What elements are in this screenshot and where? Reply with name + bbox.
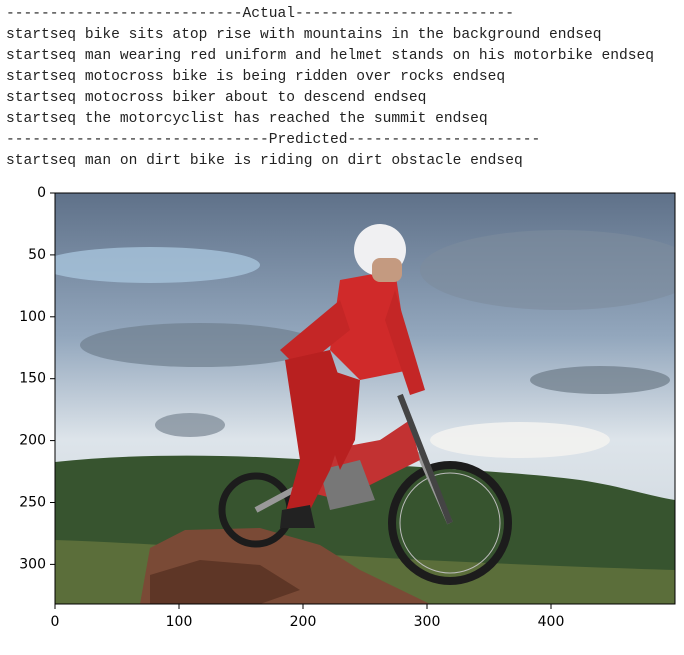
y-tick-label: 0 (37, 185, 46, 201)
y-tick-label: 250 (19, 494, 46, 510)
x-tick-label: 200 (290, 614, 317, 630)
caption-line: startseq the motorcyclist has reached th… (6, 111, 488, 127)
y-tick-label: 150 (19, 371, 46, 387)
y-tick-label: 300 (19, 556, 46, 572)
x-tick-label: 100 (166, 614, 193, 630)
caption-line: startseq man on dirt bike is riding on d… (6, 153, 523, 169)
x-tick-label: 400 (538, 614, 565, 630)
axes-frame (54, 192, 676, 605)
caption-line: startseq bike sits atop rise with mounta… (6, 27, 602, 43)
y-tick-label: 200 (19, 433, 46, 449)
x-tick-label: 300 (414, 614, 441, 630)
y-tick-label: 100 (19, 309, 46, 325)
caption-line: ---------------------------Actual-------… (6, 6, 514, 22)
y-tick-label: 50 (28, 247, 46, 263)
x-tick-label: 0 (51, 614, 60, 630)
caption-line: ------------------------------Predicted-… (6, 132, 541, 148)
photo (55, 193, 675, 604)
caption-line: startseq motocross biker about to descen… (6, 90, 427, 106)
caption-line: startseq motocross bike is being ridden … (6, 69, 506, 85)
caption-block: ---------------------------Actual-------… (6, 4, 654, 172)
caption-line: startseq man wearing red uniform and hel… (6, 48, 655, 64)
